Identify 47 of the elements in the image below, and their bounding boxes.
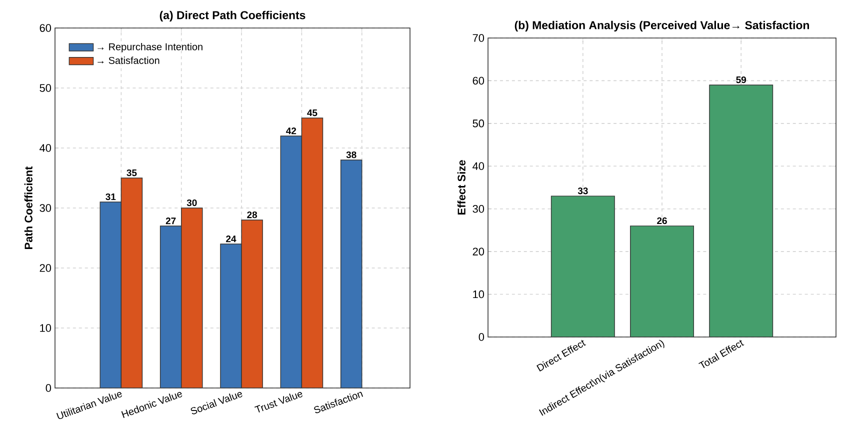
bar [100, 202, 122, 388]
y-tick-label: 70 [472, 34, 484, 42]
bar [181, 208, 203, 388]
data-label: 26 [657, 217, 667, 224]
y-axis-title: Effect Size [457, 160, 466, 214]
bar [241, 220, 263, 388]
y-tick-label: 10 [473, 290, 484, 298]
bar [120, 178, 143, 388]
bar [220, 244, 242, 388]
bar [280, 136, 302, 388]
bar [160, 226, 182, 388]
y-tick-label: 50 [40, 84, 52, 92]
y-tick-label: 10 [40, 324, 52, 332]
y-tick-label: 30 [472, 204, 484, 213]
data-label: 38 [346, 151, 356, 158]
legend-label: → Satisfaction [98, 56, 160, 64]
data-label: 42 [286, 128, 296, 134]
y-tick-label: 40 [40, 144, 52, 152]
y-tick-label: 30 [40, 204, 52, 212]
y-tick-label: 50 [472, 120, 484, 128]
bar [551, 196, 615, 337]
bar [301, 118, 324, 388]
data-label: 35 [126, 169, 137, 176]
data-label: 30 [186, 199, 197, 206]
bar [340, 160, 362, 388]
data-label: 33 [578, 187, 588, 194]
data-label: 31 [106, 193, 116, 200]
x-tick-label: Trust Value [254, 392, 303, 412]
y-tick-label: 0 [46, 384, 52, 392]
data-label: 27 [166, 218, 176, 224]
y-axis-title: Path Coefficient [24, 166, 32, 249]
y-tick-label: 60 [472, 76, 484, 85]
y-tick-label: 20 [40, 264, 52, 272]
y-tick-label: 20 [472, 248, 484, 256]
y-tick-label: 60 [40, 24, 52, 32]
chart-title: (a) Direct Path Coefficients [160, 10, 306, 22]
y-tick-label: 40 [472, 162, 484, 170]
data-label: 45 [307, 110, 318, 116]
data-label: 28 [247, 211, 258, 218]
bar [709, 84, 774, 337]
data-label: 24 [226, 236, 236, 242]
y-tick-label: 0 [478, 333, 484, 341]
legend-label: → Repurchase Intention [98, 42, 202, 52]
x-tick-label: Social Value [190, 392, 242, 414]
data-label: 59 [736, 76, 746, 84]
chart-title: (b) Mediation Analysis (Perceived Value→ Satisfaction [514, 20, 809, 32]
bar [630, 226, 694, 337]
